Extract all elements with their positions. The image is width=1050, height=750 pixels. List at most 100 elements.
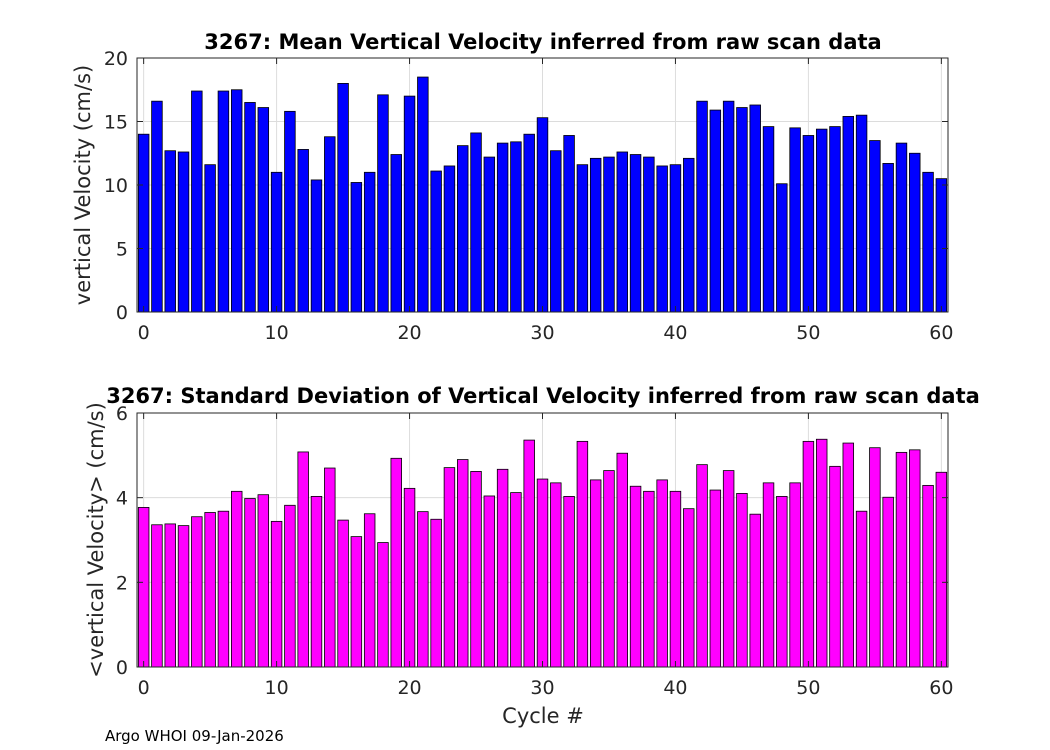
bar-cycle-49 xyxy=(789,482,801,668)
bar-cycle-24 xyxy=(457,145,469,313)
x-tick-label: 30 xyxy=(530,322,554,344)
bar-cycle-47 xyxy=(762,482,775,668)
bar-cycle-48 xyxy=(776,183,788,313)
bar-cycle-30 xyxy=(536,117,549,313)
bar-cycle-46 xyxy=(749,513,761,668)
bar-cycle-22 xyxy=(430,518,442,668)
bar-cycle-24 xyxy=(457,459,469,668)
bar-cycle-38 xyxy=(643,156,655,313)
bar-cycle-32 xyxy=(563,495,575,668)
bar-cycle-38 xyxy=(643,490,655,668)
bar-cycle-5 xyxy=(204,164,216,313)
bar-cycle-5 xyxy=(204,512,216,668)
bar-cycle-56 xyxy=(882,496,894,668)
bar-cycle-10 xyxy=(270,171,283,313)
bar-cycle-43 xyxy=(709,489,722,668)
bar-cycle-56 xyxy=(882,163,894,313)
bar-cycle-58 xyxy=(909,152,921,313)
y-axis-label: <vertical Velocity> (cm/s) xyxy=(84,402,108,678)
bar-cycle-6 xyxy=(217,510,230,668)
x-tick-label: 60 xyxy=(929,677,953,699)
bar-cycle-53 xyxy=(842,116,855,313)
bar-cycle-34 xyxy=(589,479,602,668)
bar-cycle-26 xyxy=(483,495,496,668)
bar-cycle-40 xyxy=(669,490,682,668)
bar-cycle-20 xyxy=(403,95,416,313)
bar-cycle-1 xyxy=(151,524,163,668)
bar-cycle-39 xyxy=(656,479,668,668)
bar-cycle-44 xyxy=(722,470,735,668)
bar-cycle-41 xyxy=(683,157,695,313)
bar-cycle-26 xyxy=(483,156,496,313)
bar-cycle-46 xyxy=(749,104,761,313)
x-tick-label: 50 xyxy=(796,677,820,699)
x-tick-label: 40 xyxy=(663,322,687,344)
chart-title: 3267: Standard Deviation of Vertical Vel… xyxy=(106,384,980,408)
bar-cycle-2 xyxy=(164,523,176,668)
bar-cycle-6 xyxy=(217,90,230,313)
bar-cycle-15 xyxy=(337,83,349,313)
bar-cycle-11 xyxy=(284,110,296,313)
bar-cycle-3 xyxy=(177,525,190,668)
bar-cycle-9 xyxy=(257,494,270,668)
bar-cycle-52 xyxy=(829,465,841,668)
bar-cycle-22 xyxy=(430,170,442,313)
bar-cycle-33 xyxy=(576,164,589,313)
bar-cycle-7 xyxy=(230,490,243,668)
bar-cycle-54 xyxy=(855,114,868,313)
bar-cycle-60 xyxy=(935,471,948,668)
bar-cycle-19 xyxy=(390,154,402,313)
bar-cycle-12 xyxy=(297,149,309,313)
bar-cycle-44 xyxy=(722,100,735,313)
bar-cycle-36 xyxy=(616,452,628,668)
bar-cycle-35 xyxy=(603,470,615,668)
bar-cycle-51 xyxy=(815,438,828,668)
bar-cycle-19 xyxy=(390,457,402,668)
bar-cycle-55 xyxy=(869,447,881,668)
x-tick-label: 10 xyxy=(265,322,289,344)
x-axis-label: Cycle # xyxy=(502,704,584,728)
x-tick-label: 20 xyxy=(397,677,421,699)
x-tick-label: 60 xyxy=(929,322,953,344)
bar-cycle-54 xyxy=(855,510,868,668)
chart-title: 3267: Mean Vertical Velocity inferred fr… xyxy=(204,30,881,54)
bar-cycle-0 xyxy=(137,133,150,313)
y-tick-label: 0 xyxy=(116,302,128,324)
bar-cycle-23 xyxy=(443,467,456,668)
bar-cycle-42 xyxy=(696,100,708,313)
bar-cycle-14 xyxy=(324,136,336,313)
bar-cycle-43 xyxy=(709,109,722,313)
bar-cycle-30 xyxy=(536,478,549,668)
bar-cycle-33 xyxy=(576,440,589,668)
bar-cycle-47 xyxy=(762,126,775,313)
bar-cycle-28 xyxy=(510,492,522,668)
bar-cycle-9 xyxy=(257,107,270,313)
bar-cycle-23 xyxy=(443,165,456,313)
bar-cycle-12 xyxy=(297,451,309,668)
bar-cycle-45 xyxy=(736,107,748,313)
footer-stamp: Argo WHOI 09-Jan-2026 xyxy=(105,727,284,745)
bar-cycle-45 xyxy=(736,493,748,668)
bar-cycle-25 xyxy=(470,132,482,313)
bar-cycle-2 xyxy=(164,150,176,313)
bar-cycle-25 xyxy=(470,471,482,668)
bar-cycle-18 xyxy=(377,542,389,668)
y-tick-label: 2 xyxy=(116,572,128,594)
y-tick-label: 4 xyxy=(116,488,128,510)
bar-cycle-29 xyxy=(523,439,535,668)
bar-cycle-35 xyxy=(603,156,615,313)
x-tick-label: 50 xyxy=(796,322,820,344)
mean-velocity-chart: 3267: Mean Vertical Velocity inferred fr… xyxy=(71,30,953,344)
bar-cycle-36 xyxy=(616,151,628,313)
bar-cycle-16 xyxy=(350,182,363,313)
bar-cycle-31 xyxy=(550,482,562,668)
bar-cycle-10 xyxy=(270,520,283,668)
bar-cycle-21 xyxy=(417,76,429,313)
bar-cycle-37 xyxy=(629,485,642,668)
bar-cycle-50 xyxy=(802,440,815,668)
bar-cycle-13 xyxy=(310,495,323,668)
bar-cycle-16 xyxy=(350,536,363,668)
bar-cycle-8 xyxy=(244,498,256,668)
bar-cycle-37 xyxy=(629,154,642,313)
